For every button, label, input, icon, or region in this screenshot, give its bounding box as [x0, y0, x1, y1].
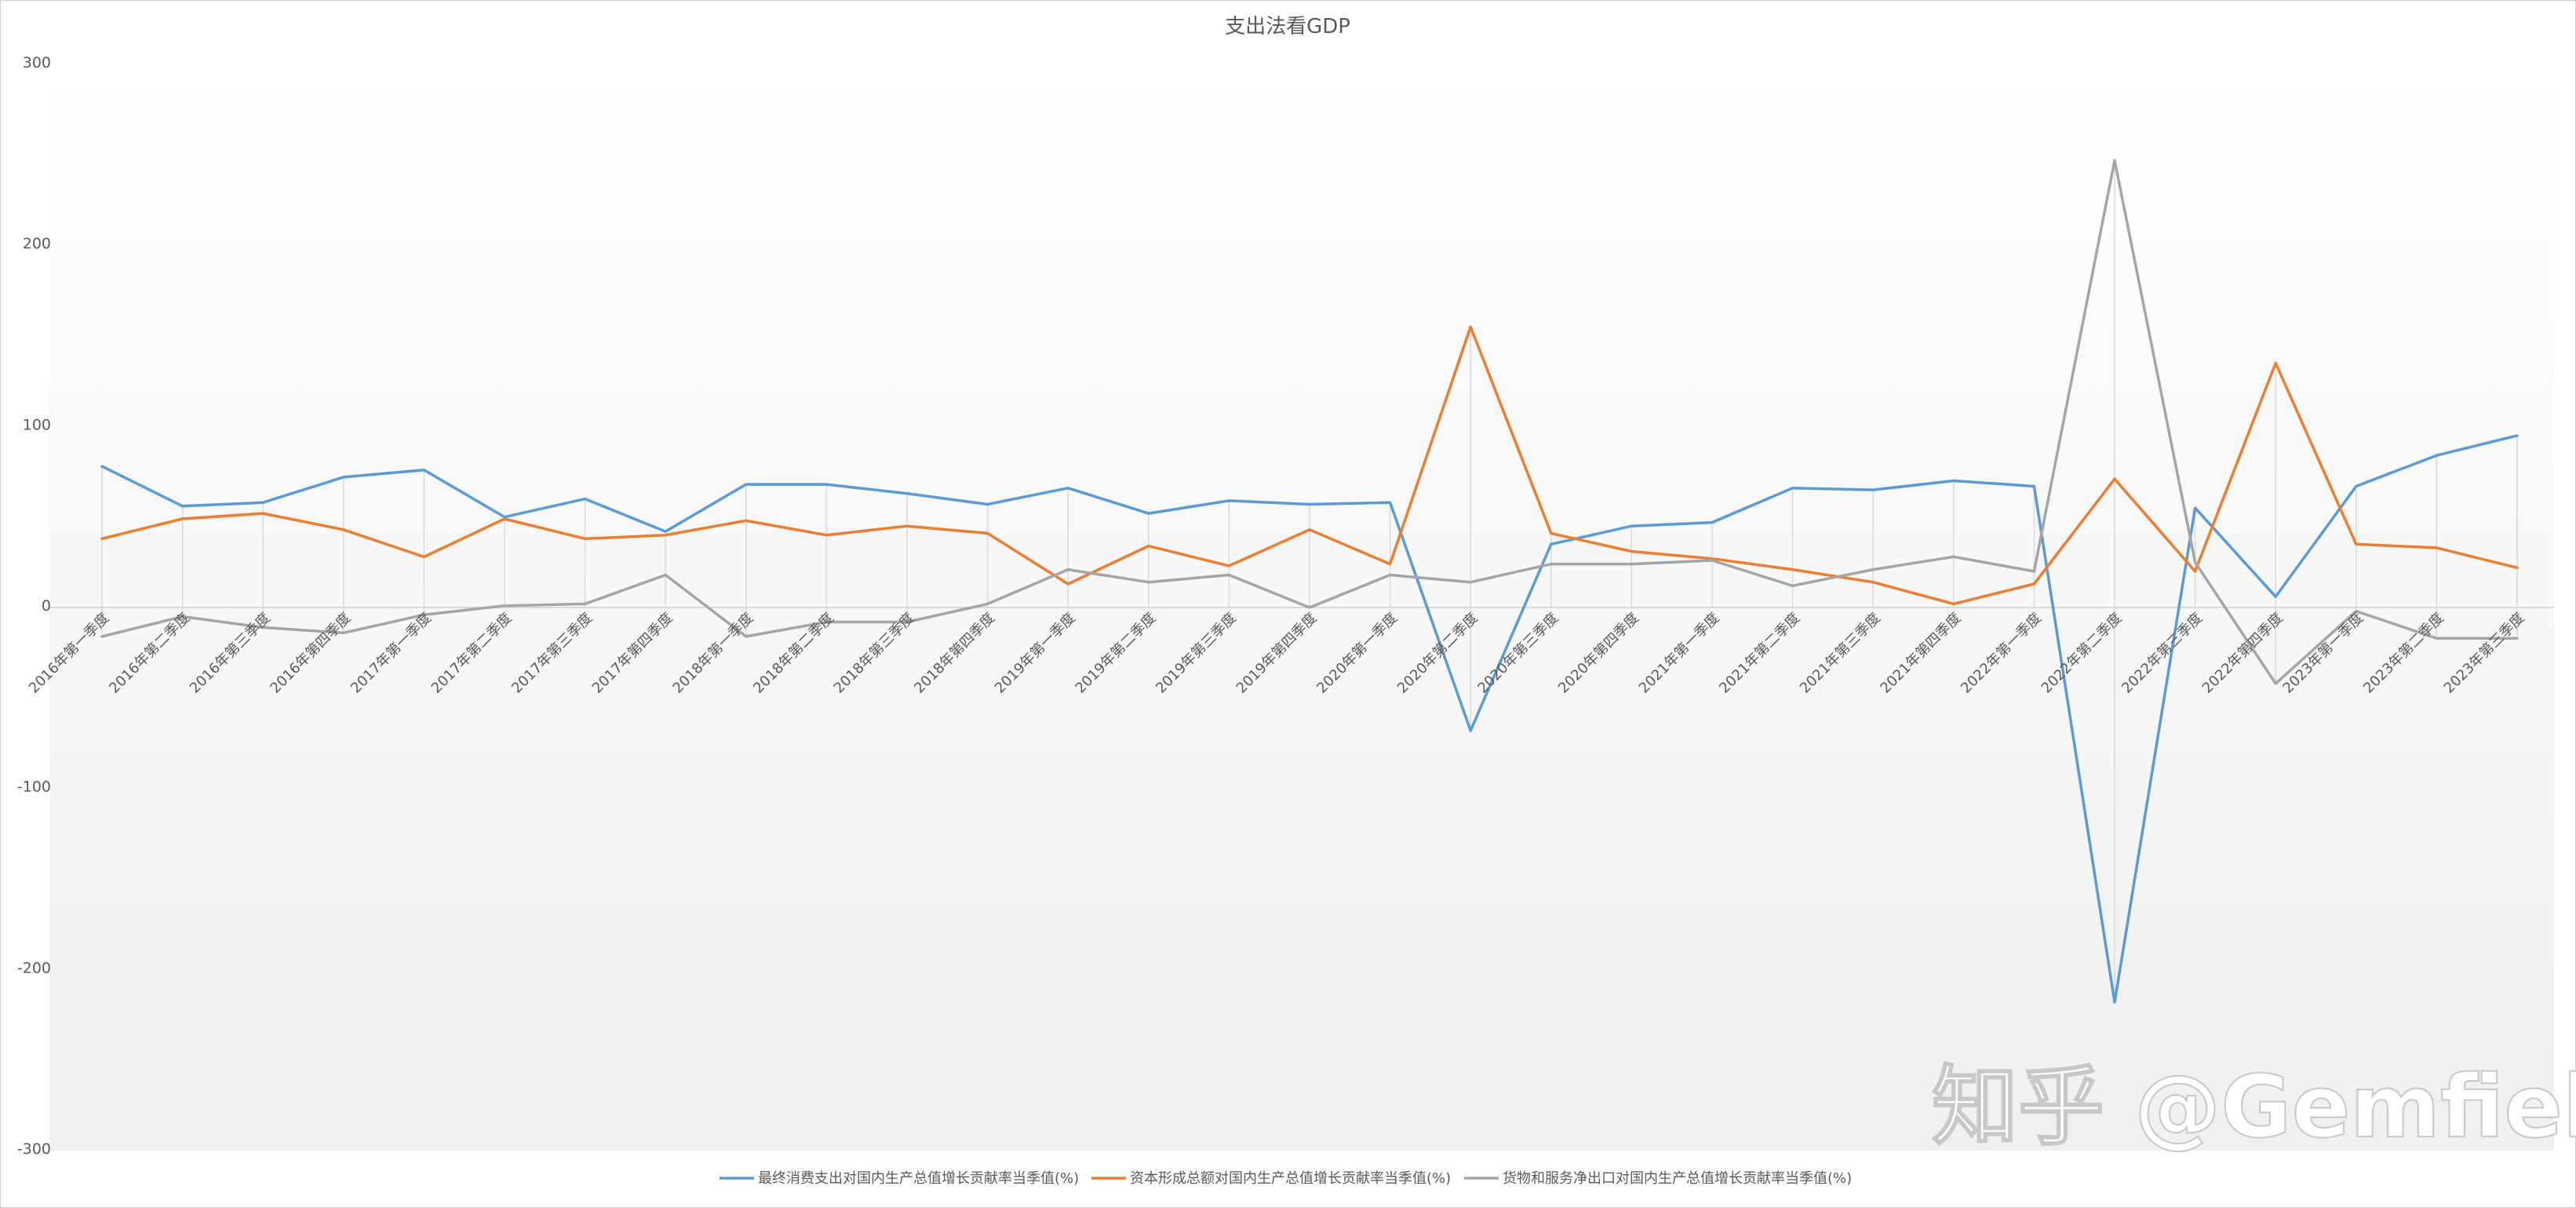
- legend-label: 货物和服务净出口对国内生产总值增长贡献率当季值(%): [1503, 1170, 1852, 1187]
- y-tick-label: -100: [17, 779, 51, 796]
- series-line-2: [100, 325, 2519, 606]
- y-tick-label: -300: [17, 1140, 51, 1158]
- y-tick-label: 100: [23, 416, 51, 433]
- y-tick-label: -200: [17, 959, 51, 976]
- watermark: 知乎 @Gemfield: [1932, 1057, 2576, 1157]
- legend-label: 资本形成总额对国内生产总值增长贡献率当季值(%): [1130, 1170, 1451, 1187]
- series-line-1: [100, 434, 2519, 1004]
- y-tick-label: 0: [42, 597, 51, 615]
- legend-label: 最终消费支出对国内生产总值增长贡献率当季值(%): [758, 1170, 1079, 1187]
- chart-title: 支出法看GDP: [1225, 15, 1350, 38]
- legend: 最终消费支出对国内生产总值增长贡献率当季值(%) 资本形成总额对国内生产总值增长贡…: [720, 1170, 1852, 1187]
- y-tick-label: 300: [23, 54, 51, 71]
- series-line-3: [100, 159, 2519, 685]
- y-axis-ticks: 300 200 100 0 -100 -200 -300: [17, 54, 51, 1158]
- y-tick-label: 200: [23, 235, 51, 253]
- series-lines: [100, 159, 2519, 1004]
